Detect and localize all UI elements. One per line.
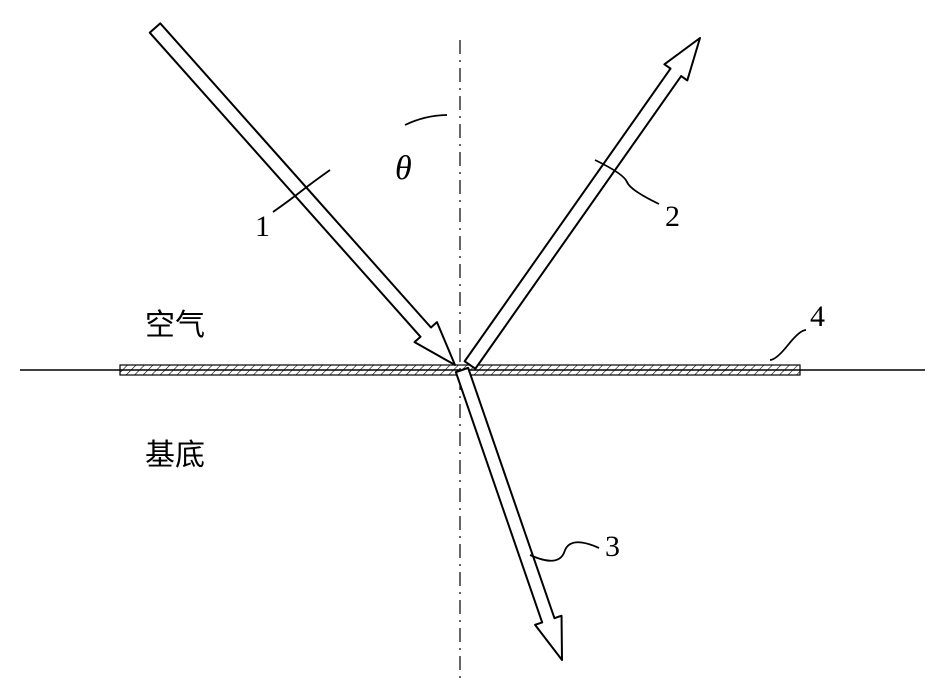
ray-2-label: 2 <box>665 200 680 234</box>
angle-arc <box>405 115 447 125</box>
diagram-svg <box>0 0 945 693</box>
refracted-ray <box>456 368 562 660</box>
film-4-label: 4 <box>810 300 825 334</box>
leader-3 <box>530 542 599 560</box>
ray-3-label: 3 <box>605 530 620 564</box>
leader-4 <box>770 330 806 360</box>
lower-region-label: 基底 <box>145 430 205 474</box>
upper-region-label: 空气 <box>145 300 205 344</box>
ray-1-label: 1 <box>255 210 270 244</box>
angle-theta-label: θ <box>395 150 412 188</box>
